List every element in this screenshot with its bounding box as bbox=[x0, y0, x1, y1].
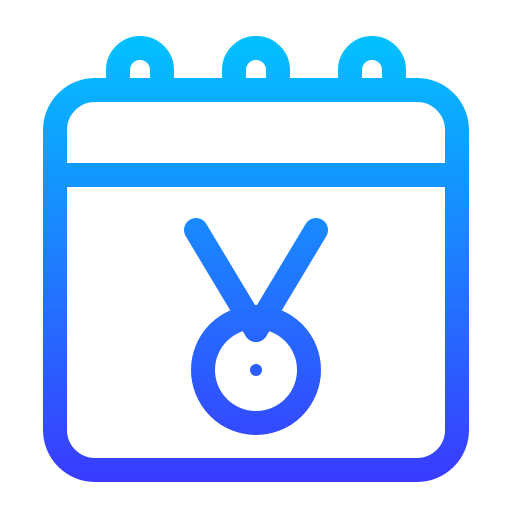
calendar-medal-icon bbox=[0, 0, 512, 512]
